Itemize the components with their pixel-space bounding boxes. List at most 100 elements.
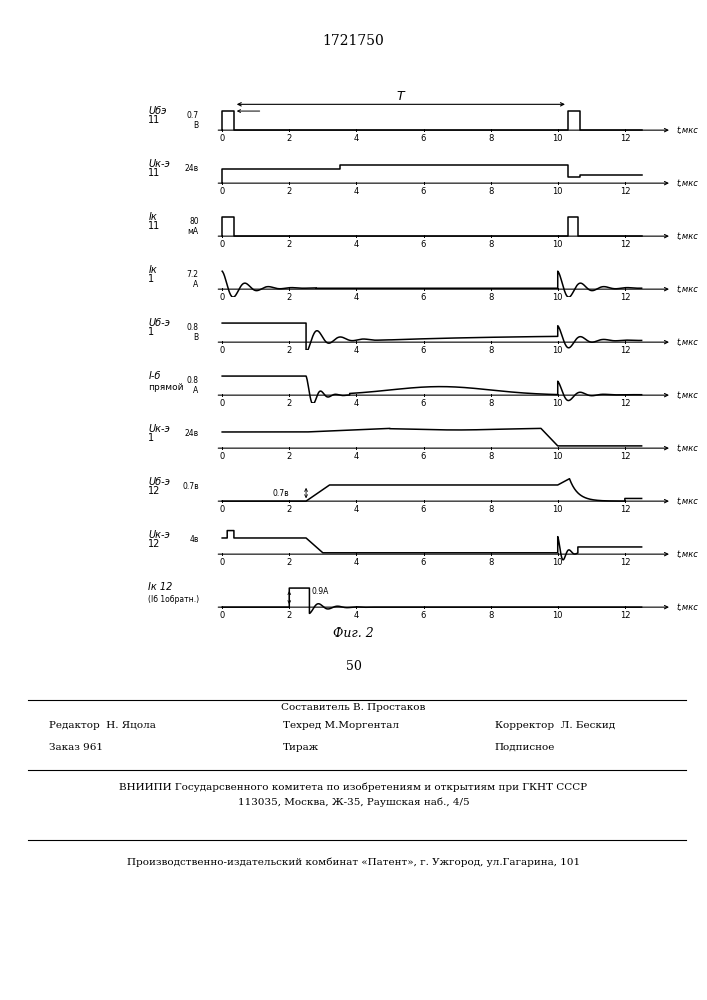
Text: 2: 2 bbox=[286, 293, 292, 302]
Text: 2: 2 bbox=[286, 346, 292, 355]
Text: 12: 12 bbox=[619, 346, 630, 355]
Text: (Iб 1обратн.): (Iб 1обратн.) bbox=[148, 595, 199, 604]
Text: 6: 6 bbox=[421, 134, 426, 143]
Text: 113035, Москва, Ж-35, Раушская наб., 4/5: 113035, Москва, Ж-35, Раушская наб., 4/5 bbox=[238, 798, 469, 807]
Text: 11: 11 bbox=[148, 115, 160, 125]
Text: 10: 10 bbox=[552, 399, 563, 408]
Text: 0: 0 bbox=[220, 399, 225, 408]
Text: Заказ 961: Заказ 961 bbox=[49, 743, 103, 752]
Text: t,мкс: t,мкс bbox=[677, 444, 699, 453]
Text: t,мкс: t,мкс bbox=[677, 497, 699, 506]
Text: 12: 12 bbox=[619, 293, 630, 302]
Text: 7.2: 7.2 bbox=[187, 270, 199, 279]
Text: Uбэ: Uбэ bbox=[148, 106, 167, 116]
Text: t,мкс: t,мкс bbox=[677, 550, 699, 559]
Text: 1721750: 1721750 bbox=[322, 34, 385, 48]
Text: t,мкс: t,мкс bbox=[677, 603, 699, 612]
Text: Uк-э: Uк-э bbox=[148, 159, 170, 169]
Text: 4: 4 bbox=[354, 346, 359, 355]
Text: 10: 10 bbox=[552, 558, 563, 567]
Text: 24в: 24в bbox=[185, 429, 199, 438]
Text: 8: 8 bbox=[488, 134, 493, 143]
Text: 4: 4 bbox=[354, 452, 359, 461]
Text: t,мкс: t,мкс bbox=[677, 179, 699, 188]
Text: Uк-э: Uк-э bbox=[148, 530, 170, 540]
Text: Iк: Iк bbox=[148, 265, 157, 275]
Text: 0: 0 bbox=[220, 240, 225, 249]
Text: 10: 10 bbox=[552, 505, 563, 514]
Text: I-б: I-б bbox=[148, 371, 160, 381]
Text: Фиг. 2: Фиг. 2 bbox=[333, 627, 374, 640]
Text: t,мкс: t,мкс bbox=[677, 391, 699, 400]
Text: 6: 6 bbox=[421, 293, 426, 302]
Text: В: В bbox=[194, 121, 199, 130]
Text: А: А bbox=[194, 386, 199, 395]
Text: 2: 2 bbox=[286, 399, 292, 408]
Text: 12: 12 bbox=[148, 486, 160, 496]
Text: 12: 12 bbox=[619, 611, 630, 620]
Text: Техред М.Моргентал: Техред М.Моргентал bbox=[283, 721, 399, 730]
Text: Производственно-издательский комбинат «Патент», г. Ужгород, ул.Гагарина, 101: Производственно-издательский комбинат «П… bbox=[127, 857, 580, 867]
Text: А: А bbox=[194, 280, 199, 289]
Text: 2: 2 bbox=[286, 134, 292, 143]
Text: Uк-э: Uк-э bbox=[148, 424, 170, 434]
Text: 24в: 24в bbox=[185, 164, 199, 173]
Text: 6: 6 bbox=[421, 346, 426, 355]
Text: 10: 10 bbox=[552, 293, 563, 302]
Text: 10: 10 bbox=[552, 240, 563, 249]
Text: 4: 4 bbox=[354, 611, 359, 620]
Text: Uб-э: Uб-э bbox=[148, 318, 170, 328]
Text: 10: 10 bbox=[552, 134, 563, 143]
Text: 8: 8 bbox=[488, 293, 493, 302]
Text: 0: 0 bbox=[220, 293, 225, 302]
Text: 4: 4 bbox=[354, 558, 359, 567]
Text: Uб-э: Uб-э bbox=[148, 477, 170, 487]
Text: 1: 1 bbox=[148, 274, 154, 284]
Text: 12: 12 bbox=[619, 505, 630, 514]
Text: 2: 2 bbox=[286, 611, 292, 620]
Text: 6: 6 bbox=[421, 187, 426, 196]
Text: 0.7: 0.7 bbox=[187, 111, 199, 120]
Text: 6: 6 bbox=[421, 452, 426, 461]
Text: ВНИИПИ Государсвенного комитета по изобретениям и открытиям при ГКНТ СССР: ВНИИПИ Государсвенного комитета по изобр… bbox=[119, 782, 588, 792]
Text: 4в: 4в bbox=[189, 535, 199, 544]
Text: Iк: Iк bbox=[148, 212, 157, 222]
Text: 8: 8 bbox=[488, 399, 493, 408]
Text: 4: 4 bbox=[354, 293, 359, 302]
Text: 10: 10 bbox=[552, 452, 563, 461]
Text: 50: 50 bbox=[346, 660, 361, 673]
Text: 6: 6 bbox=[421, 611, 426, 620]
Text: 0: 0 bbox=[220, 187, 225, 196]
Text: мА: мА bbox=[187, 227, 199, 236]
Text: 8: 8 bbox=[488, 611, 493, 620]
Text: 12: 12 bbox=[619, 452, 630, 461]
Text: 1: 1 bbox=[148, 433, 154, 443]
Text: 8: 8 bbox=[488, 505, 493, 514]
Text: 6: 6 bbox=[421, 399, 426, 408]
Text: 12: 12 bbox=[619, 399, 630, 408]
Text: t,мкс: t,мкс bbox=[677, 338, 699, 347]
Text: 12: 12 bbox=[148, 539, 160, 549]
Text: 0: 0 bbox=[220, 505, 225, 514]
Text: 10: 10 bbox=[552, 187, 563, 196]
Text: 0: 0 bbox=[220, 558, 225, 567]
Text: Составитель В. Простаков: Составитель В. Простаков bbox=[281, 703, 426, 712]
Text: 0: 0 bbox=[220, 452, 225, 461]
Text: 6: 6 bbox=[421, 558, 426, 567]
Text: 0: 0 bbox=[220, 611, 225, 620]
Text: 80: 80 bbox=[189, 217, 199, 226]
Text: 0: 0 bbox=[220, 134, 225, 143]
Text: T: T bbox=[396, 90, 404, 103]
Text: 12: 12 bbox=[619, 187, 630, 196]
Text: t,мкс: t,мкс bbox=[677, 285, 699, 294]
Text: 4: 4 bbox=[354, 399, 359, 408]
Text: 12: 12 bbox=[619, 558, 630, 567]
Text: t,мкс: t,мкс bbox=[677, 126, 699, 135]
Text: 6: 6 bbox=[421, 505, 426, 514]
Text: Тираж: Тираж bbox=[283, 743, 319, 752]
Text: 2: 2 bbox=[286, 187, 292, 196]
Text: 1: 1 bbox=[148, 327, 154, 337]
Text: 2: 2 bbox=[286, 558, 292, 567]
Text: 12: 12 bbox=[619, 240, 630, 249]
Text: 6: 6 bbox=[421, 240, 426, 249]
